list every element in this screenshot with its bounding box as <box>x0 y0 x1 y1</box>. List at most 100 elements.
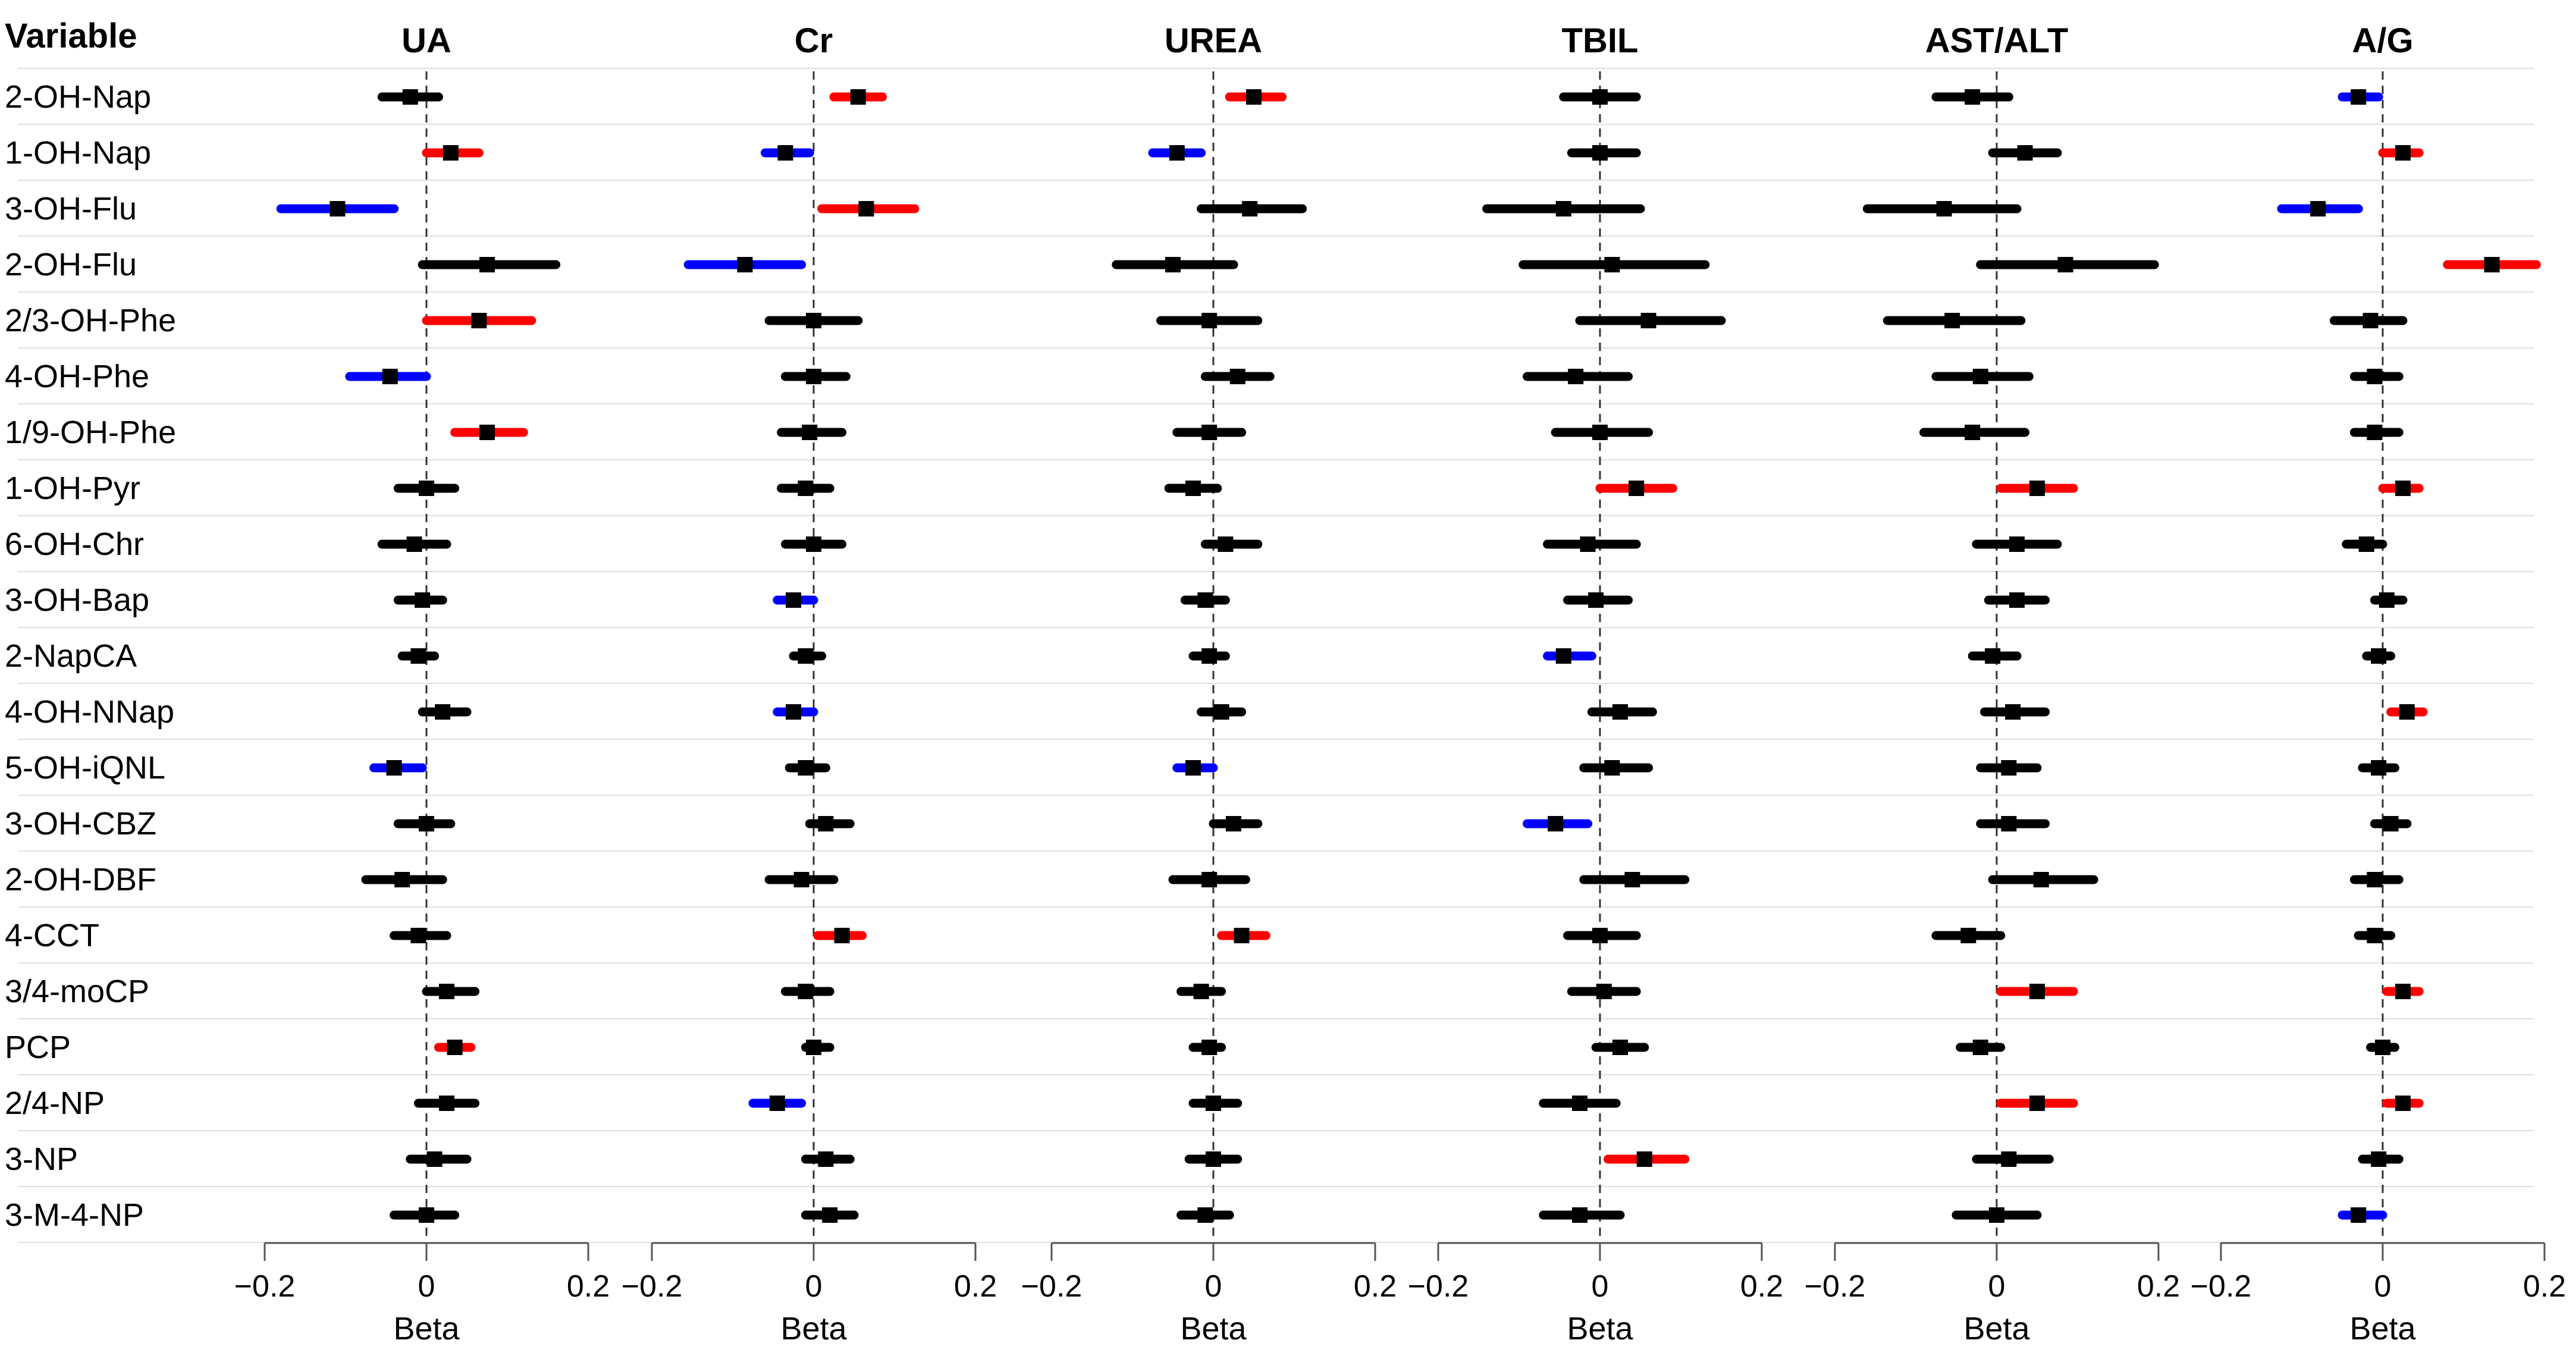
point-estimate <box>1197 592 1213 608</box>
variable-label: 2/3-OH-Phe <box>5 303 176 338</box>
variable-label: 2/4-NP <box>5 1085 105 1121</box>
point-estimate <box>2395 984 2411 999</box>
point-estimate <box>1206 1096 1221 1111</box>
x-tick-label: 0 <box>418 1269 435 1304</box>
x-tick-label: 0 <box>1988 1269 2006 1304</box>
x-axis-label: Beta <box>1180 1311 1247 1347</box>
x-tick-label: −0.2 <box>2191 1269 2252 1304</box>
point-estimate <box>419 1207 434 1223</box>
x-tick-label: −0.2 <box>1805 1269 1866 1304</box>
point-estimate <box>1197 1207 1213 1223</box>
point-estimate <box>786 704 801 720</box>
point-estimate <box>2351 1207 2367 1223</box>
point-estimate <box>1985 648 2001 664</box>
point-estimate <box>415 592 431 608</box>
point-estimate <box>2358 536 2374 552</box>
point-estimate <box>479 425 495 440</box>
point-estimate <box>2001 760 2017 776</box>
point-estimate <box>1185 481 1201 496</box>
variable-label: 3-OH-Flu <box>5 191 137 227</box>
x-tick-label: 0.2 <box>2137 1269 2180 1304</box>
point-estimate <box>1229 369 1245 384</box>
variable-label: 3-OH-Bap <box>5 582 149 618</box>
point-estimate <box>2310 201 2326 216</box>
point-estimate <box>806 369 821 384</box>
point-estimate <box>737 257 753 272</box>
point-estimate <box>1612 704 1628 720</box>
point-estimate <box>2383 816 2399 831</box>
point-estimate <box>2371 760 2387 776</box>
point-estimate <box>447 1040 463 1055</box>
variable-label: 1-OH-Pyr <box>5 470 140 506</box>
point-estimate <box>406 536 422 552</box>
point-estimate <box>2395 481 2411 496</box>
variable-label: 1-OH-Nap <box>5 135 151 171</box>
point-estimate <box>394 872 410 887</box>
point-estimate <box>1169 145 1185 161</box>
point-estimate <box>1592 425 1608 440</box>
point-estimate <box>435 704 451 720</box>
point-estimate <box>1636 1151 1652 1167</box>
point-estimate <box>2399 704 2415 720</box>
point-estimate <box>798 481 814 496</box>
x-tick-label: 0.2 <box>954 1269 997 1304</box>
point-estimate <box>1165 257 1181 272</box>
point-estimate <box>1596 984 1612 999</box>
point-estimate <box>798 760 814 776</box>
x-axis-label: Beta <box>1567 1311 1633 1347</box>
point-estimate <box>1226 816 1241 831</box>
point-estimate <box>2029 984 2045 999</box>
point-estimate <box>769 1096 785 1111</box>
point-estimate <box>2017 145 2033 161</box>
x-tick-label: −0.2 <box>1408 1269 1469 1304</box>
point-estimate <box>1568 369 1584 384</box>
point-estimate <box>1555 648 1571 664</box>
point-estimate <box>806 536 821 552</box>
point-estimate <box>1201 648 1218 664</box>
point-estimate <box>1604 257 1620 272</box>
panel-title: TBIL <box>1562 21 1639 60</box>
panel-title: UREA <box>1165 21 1262 60</box>
point-estimate <box>419 481 434 496</box>
x-tick-label: −0.2 <box>234 1269 296 1304</box>
point-estimate <box>802 425 818 440</box>
point-estimate <box>2057 257 2073 272</box>
point-estimate <box>1201 872 1218 887</box>
variable-label: 1/9-OH-Phe <box>5 415 176 450</box>
point-estimate <box>1242 201 1258 216</box>
point-estimate <box>798 984 814 999</box>
point-estimate <box>1936 201 1952 216</box>
variable-label: 2-OH-Nap <box>5 79 151 115</box>
point-estimate <box>1604 760 1620 776</box>
variable-label: 4-CCT <box>5 918 99 953</box>
point-estimate <box>793 872 809 887</box>
point-estimate <box>330 201 346 216</box>
x-axis-label: Beta <box>780 1311 847 1347</box>
x-tick-label: 0.2 <box>1740 1269 1783 1304</box>
point-estimate <box>1572 1207 1587 1223</box>
point-estimate <box>426 1151 443 1167</box>
point-estimate <box>858 201 874 216</box>
point-estimate <box>402 89 418 105</box>
point-estimate <box>2001 1151 2017 1167</box>
point-estimate <box>439 1096 454 1111</box>
variable-label: 3-OH-CBZ <box>5 806 156 842</box>
point-estimate <box>2375 1040 2390 1055</box>
point-estimate <box>1201 1040 1218 1055</box>
point-estimate <box>1234 928 1250 943</box>
point-estimate <box>2367 369 2383 384</box>
variable-label: 2-OH-DBF <box>5 862 156 897</box>
point-estimate <box>1206 1151 1221 1167</box>
point-estimate <box>1580 536 1596 552</box>
panel-title: Cr <box>795 21 833 60</box>
point-estimate <box>1624 872 1640 887</box>
point-estimate <box>410 928 426 943</box>
x-tick-label: −0.2 <box>1021 1269 1083 1304</box>
point-estimate <box>1185 760 1201 776</box>
point-estimate <box>777 145 793 161</box>
variable-label: 4-OH-NNap <box>5 694 174 730</box>
point-estimate <box>818 1151 834 1167</box>
variable-label: 6-OH-Chr <box>5 526 144 562</box>
point-estimate <box>1960 928 1976 943</box>
